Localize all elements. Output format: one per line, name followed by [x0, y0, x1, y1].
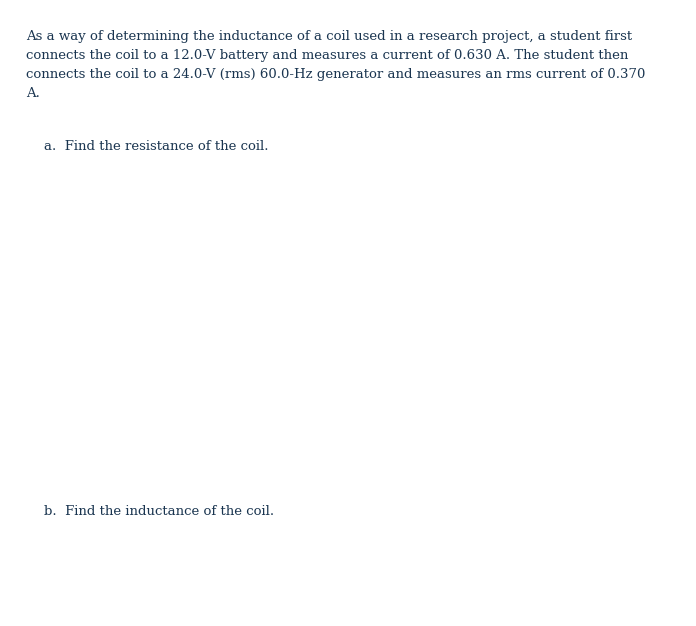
Text: connects the coil to a 24.0-V (rms) 60.0-Hz generator and measures an rms curren: connects the coil to a 24.0-V (rms) 60.0… — [26, 68, 645, 81]
Text: b.  Find the inductance of the coil.: b. Find the inductance of the coil. — [44, 505, 274, 518]
Text: a.  Find the resistance of the coil.: a. Find the resistance of the coil. — [44, 140, 269, 153]
Text: connects the coil to a 12.0-V battery and measures a current of 0.630 A. The stu: connects the coil to a 12.0-V battery an… — [26, 49, 628, 62]
Text: A.: A. — [26, 87, 40, 100]
Text: As a way of determining the inductance of a coil used in a research project, a s: As a way of determining the inductance o… — [26, 30, 632, 43]
